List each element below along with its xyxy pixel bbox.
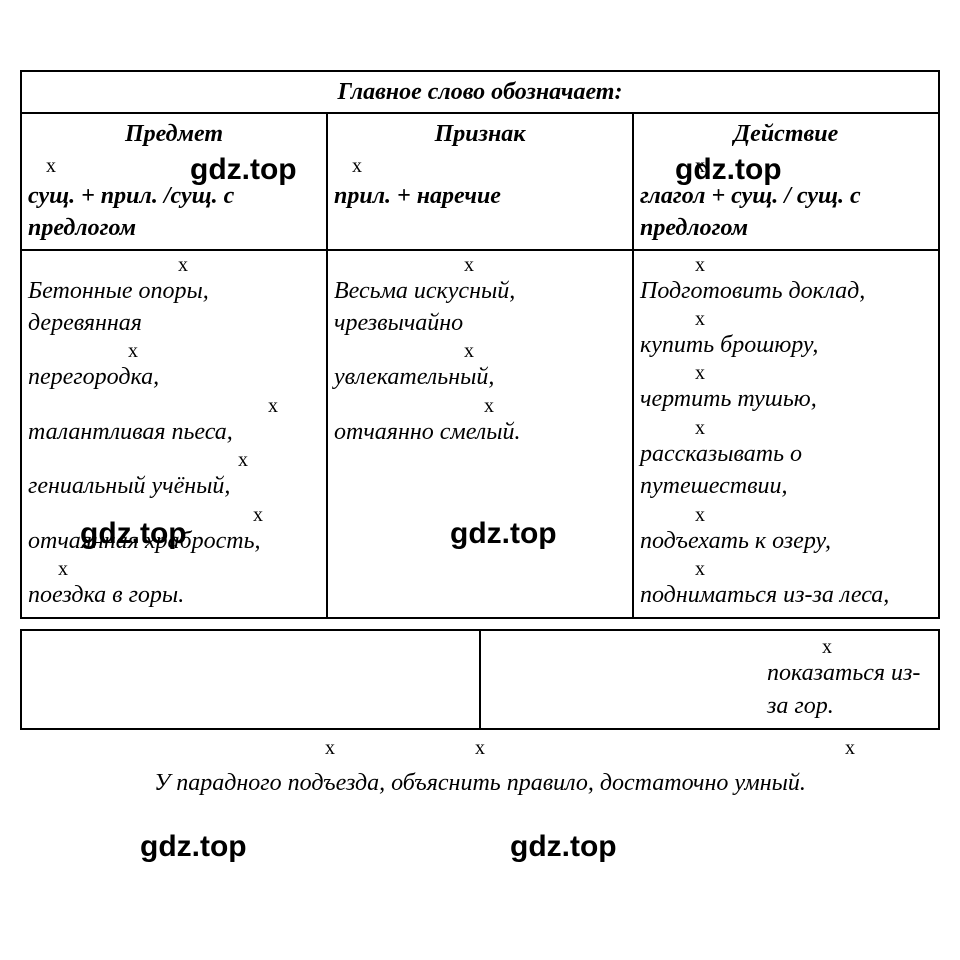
watermark: gdz.top [140,830,247,864]
col-header-priznak: Признак x прил. + наречие [327,113,633,249]
x-mark: x [334,255,626,275]
list-item: x увлекательный, [334,341,626,393]
x-mark: x [767,637,932,657]
x-mark: x [640,559,932,579]
item-text: подъехать к озеру, [640,528,831,554]
x-mark: x [475,738,485,758]
item-text: рассказывать о путешествии, [640,441,802,499]
empty-cell [21,630,480,729]
x-mark: x [28,341,320,361]
list-item: x поездка в горы. [28,559,320,611]
x-mark: x [334,396,626,416]
second-table: x показаться из-за гор. [20,629,940,730]
content-col-2: x Весьма искусный, чрезвычайно x увлекатель… [327,250,633,619]
content-col-3: x Подготовить доклад, x купить брошюру, x чер… [633,250,939,619]
x-mark: x [28,450,320,470]
content-col-1: x Бетонные опоры, деревянная x перегородка,… [21,250,327,619]
list-item: x чертить тушью, [640,363,932,415]
item-text: Бетонные опоры, деревянная [28,278,209,336]
x-mark: x [28,559,320,579]
item-text: гениальный учёный, [28,473,230,499]
list-item: x подниматься из-за леса, [640,559,932,611]
item-text: перегородка, [28,364,159,390]
x-mark: x [640,418,932,438]
x-mark: x [28,396,320,416]
watermark: gdz.top [510,830,617,864]
watermark: gdz.top [450,517,557,551]
list-item: x Подготовить доклад, [640,255,932,307]
list-item: x Весьма искусный, чрезвычайно [334,255,626,340]
list-item: x гениальный учёный, [28,450,320,502]
watermark: gdz.top [190,153,297,187]
item-text: Весьма искусный, чрезвычайно [334,278,515,336]
watermark: gdz.top [80,517,187,551]
bottom-x-row: xxx [20,738,940,758]
item-text: увлекательный, [334,364,494,390]
x-mark: x [325,738,335,758]
item-text: поездка в горы. [28,582,184,608]
table-title: Главное слово обозначает: [21,71,939,113]
x-mark: x [334,341,626,361]
list-item: x рассказывать о путешествии, [640,418,932,503]
item-text: подниматься из-за леса, [640,582,889,608]
item-text: купить брошюру, [640,332,818,358]
list-item: x купить брошюру, [640,309,932,361]
list-item: x перегородка, [28,341,320,393]
x-mark: x [28,255,320,275]
x-mark: x [845,738,855,758]
item-text: талантливая пьеса, [28,419,233,445]
watermark: gdz.top [675,153,782,187]
item-text: чертить тушью, [640,386,817,412]
item-text: отчаянно смелый. [334,419,521,445]
x-mark: x [640,363,932,383]
x-mark: x [640,309,932,329]
item-text: Подготовить доклад, [640,278,865,304]
x-mark: x [640,255,932,275]
list-item: x талантливая пьеса, [28,396,320,448]
list-item: x отчаянно смелый. [334,396,626,448]
bottom-sentence: У парадного подъезда, объяснить правило,… [20,770,940,797]
x-mark: x [334,153,626,180]
list-item: x подъехать к озеру, [640,505,932,557]
x-mark: x [640,505,932,525]
second-row-cell: x показаться из-за гор. [480,630,939,729]
list-item: x Бетонные опоры, деревянная [28,255,320,340]
